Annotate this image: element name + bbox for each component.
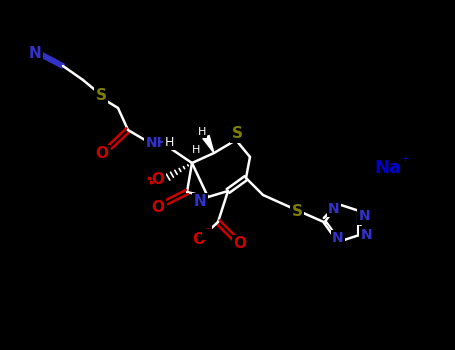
- Text: N: N: [332, 231, 344, 245]
- Text: NH: NH: [146, 136, 169, 150]
- Text: O: O: [152, 201, 165, 216]
- Text: N: N: [29, 47, 41, 62]
- Text: O: O: [192, 232, 206, 247]
- Text: N: N: [360, 228, 372, 242]
- Polygon shape: [203, 135, 214, 153]
- Text: O: O: [152, 172, 165, 187]
- Text: S: S: [232, 126, 243, 141]
- Text: H: H: [164, 135, 174, 148]
- Text: N: N: [194, 195, 207, 210]
- Text: ⁺: ⁺: [401, 155, 409, 169]
- Text: O: O: [96, 147, 108, 161]
- Text: H: H: [192, 145, 200, 155]
- Text: Na: Na: [374, 159, 401, 177]
- Text: N: N: [328, 202, 339, 216]
- Text: S: S: [96, 89, 106, 104]
- Text: N: N: [359, 209, 370, 223]
- Text: S: S: [292, 203, 303, 218]
- Text: ⁻: ⁻: [204, 225, 210, 238]
- Text: H: H: [198, 127, 206, 137]
- Text: O: O: [233, 237, 247, 252]
